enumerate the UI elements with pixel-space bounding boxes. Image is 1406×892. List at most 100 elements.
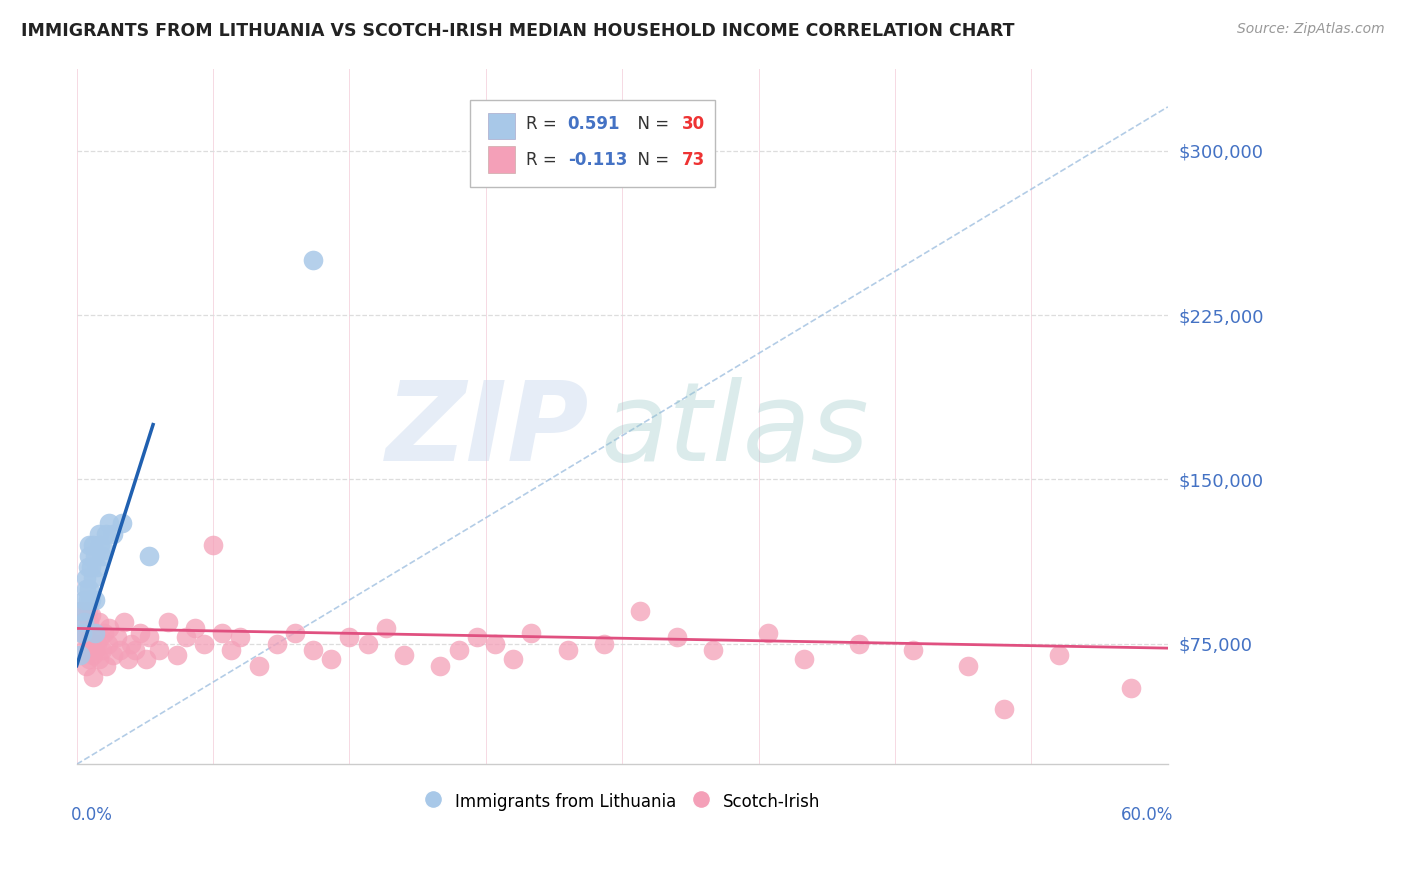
Point (956, 658, 979, 673)
Point (135, 652, 157, 666)
Point (429, 658, 451, 673)
Point (79, 538, 101, 552)
Point (98, 516, 121, 531)
Text: 0.0%: 0.0% (72, 806, 112, 824)
Point (219, 643, 242, 657)
Point (82, 538, 104, 552)
Point (80, 608, 103, 623)
Point (447, 643, 470, 657)
Point (101, 648, 124, 662)
Point (80, 637, 103, 651)
Point (94, 527, 117, 541)
Point (79, 615, 101, 629)
Point (94, 658, 117, 673)
Point (79, 582, 101, 596)
Point (98, 621, 121, 635)
Point (124, 643, 146, 657)
Point (82, 648, 104, 662)
Point (83, 643, 105, 657)
Point (83, 625, 105, 640)
Point (266, 637, 288, 651)
Point (87, 615, 110, 629)
Y-axis label: Median Household Income: Median Household Income (0, 315, 7, 517)
Point (91, 549, 114, 563)
Point (70, 604, 93, 618)
Text: 73: 73 (682, 152, 706, 169)
Point (83, 625, 105, 640)
Point (557, 643, 579, 657)
Bar (488, 113, 516, 139)
Point (86, 637, 108, 651)
Point (87, 652, 110, 666)
Point (70, 615, 93, 629)
Point (76, 643, 98, 657)
Point (1047, 648, 1070, 662)
Bar (488, 146, 516, 173)
Point (111, 516, 134, 531)
Text: 0.591: 0.591 (568, 115, 620, 133)
Point (247, 658, 270, 673)
Point (665, 630, 688, 644)
Point (702, 643, 724, 657)
Point (374, 621, 396, 635)
Point (76, 604, 98, 618)
Point (193, 637, 215, 651)
Point (156, 615, 179, 629)
Point (97, 637, 120, 651)
Point (75, 571, 97, 585)
Point (120, 637, 142, 651)
Point (83, 549, 105, 563)
Point (520, 625, 543, 640)
Point (75, 630, 97, 644)
Point (202, 538, 225, 552)
Point (993, 702, 1015, 716)
Point (93, 625, 115, 640)
Text: -0.113: -0.113 (568, 152, 627, 169)
Point (70, 625, 93, 640)
Point (82, 571, 104, 585)
Point (630, 604, 652, 618)
Point (593, 637, 616, 651)
Point (848, 637, 870, 651)
Point (75, 582, 97, 596)
Point (101, 527, 124, 541)
Point (138, 549, 160, 563)
Text: 30: 30 (682, 115, 706, 133)
Point (148, 643, 170, 657)
Point (87, 527, 110, 541)
Point (73, 625, 96, 640)
Point (211, 625, 233, 640)
Text: 60.0%: 60.0% (1121, 806, 1173, 824)
Point (73, 643, 96, 657)
Text: R =: R = (526, 152, 562, 169)
Point (1121, 681, 1143, 695)
Point (69, 604, 91, 618)
Legend: Immigrants from Lithuania, Scotch-Irish: Immigrants from Lithuania, Scotch-Irish (418, 785, 827, 819)
Point (80, 560, 103, 574)
Point (89, 538, 111, 552)
Point (117, 652, 139, 666)
Point (138, 630, 160, 644)
Text: Source: ZipAtlas.com: Source: ZipAtlas.com (1237, 22, 1385, 37)
Point (91, 643, 114, 657)
Point (484, 637, 506, 651)
Point (302, 253, 325, 268)
FancyBboxPatch shape (470, 100, 716, 186)
Point (756, 625, 779, 640)
Text: R =: R = (526, 115, 562, 133)
Point (302, 643, 325, 657)
Text: N =: N = (627, 152, 673, 169)
Point (174, 630, 197, 644)
Point (502, 652, 524, 666)
Point (86, 560, 108, 574)
Point (284, 625, 307, 640)
Point (93, 542, 115, 557)
Point (79, 549, 101, 563)
Point (129, 625, 152, 640)
Point (105, 630, 128, 644)
Point (76, 593, 98, 607)
Point (229, 630, 252, 644)
Point (184, 621, 207, 635)
Point (82, 670, 104, 684)
Point (321, 652, 343, 666)
